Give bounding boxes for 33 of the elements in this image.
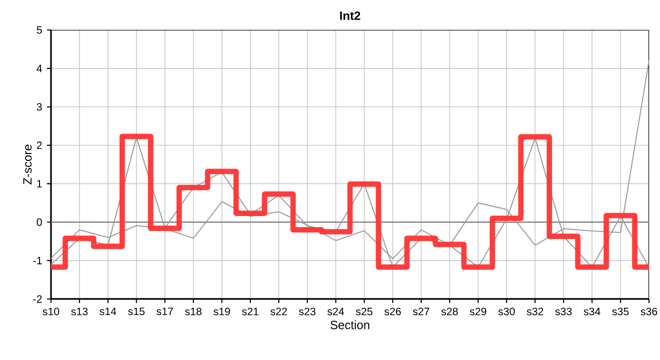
x-tick-label: s18 xyxy=(185,308,202,316)
x-tick-label: s27 xyxy=(412,308,430,316)
x-tick-label: s23 xyxy=(298,308,316,316)
x-tick-label: s34 xyxy=(584,308,600,316)
x-tick-label: s28 xyxy=(441,308,458,316)
y-tick-label: -2 xyxy=(33,295,42,303)
y-tick-label: 3 xyxy=(36,103,42,111)
x-tick-label: s19 xyxy=(214,308,230,316)
x-tick-label: s15 xyxy=(128,308,145,316)
x-tick-label: s22 xyxy=(270,308,287,316)
y-tick-label: 0 xyxy=(36,218,42,226)
x-tick-label: s25 xyxy=(356,308,372,316)
x-tick-label: s30 xyxy=(498,308,515,316)
y-tick-label: 5 xyxy=(36,26,42,34)
x-tick-label: s33 xyxy=(555,308,572,316)
x-tick-label: s10 xyxy=(42,308,60,316)
x-tick-label: s17 xyxy=(156,308,173,316)
x-tick-label: s35 xyxy=(612,308,629,316)
y-tick-label: 2 xyxy=(36,142,42,150)
x-tick-label: s14 xyxy=(100,308,116,316)
x-tick-label: s21 xyxy=(242,308,258,316)
y-axis-title: Z-score xyxy=(23,144,32,184)
y-tick-label: 1 xyxy=(37,180,42,188)
x-tick-label: s36 xyxy=(640,308,658,316)
x-tick-label: s29 xyxy=(470,308,486,316)
x-axis-title: Section xyxy=(330,320,370,330)
y-tick-label: 4 xyxy=(36,64,42,72)
x-tick-label: s32 xyxy=(526,308,544,316)
chart-title: Int2 xyxy=(340,11,360,20)
x-tick-label: s13 xyxy=(71,308,88,316)
x-tick-label: s24 xyxy=(327,308,344,316)
x-tick-label: s26 xyxy=(384,308,401,316)
y-tick-label: -1 xyxy=(33,256,42,264)
